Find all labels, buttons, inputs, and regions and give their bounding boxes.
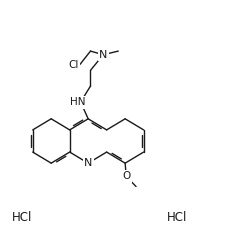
Text: O: O bbox=[122, 171, 130, 181]
Text: HCl: HCl bbox=[166, 211, 187, 224]
Text: N: N bbox=[84, 158, 92, 168]
Text: N: N bbox=[99, 50, 107, 60]
Text: HCl: HCl bbox=[12, 211, 32, 224]
Text: Cl: Cl bbox=[68, 60, 79, 70]
Text: HN: HN bbox=[70, 97, 85, 107]
